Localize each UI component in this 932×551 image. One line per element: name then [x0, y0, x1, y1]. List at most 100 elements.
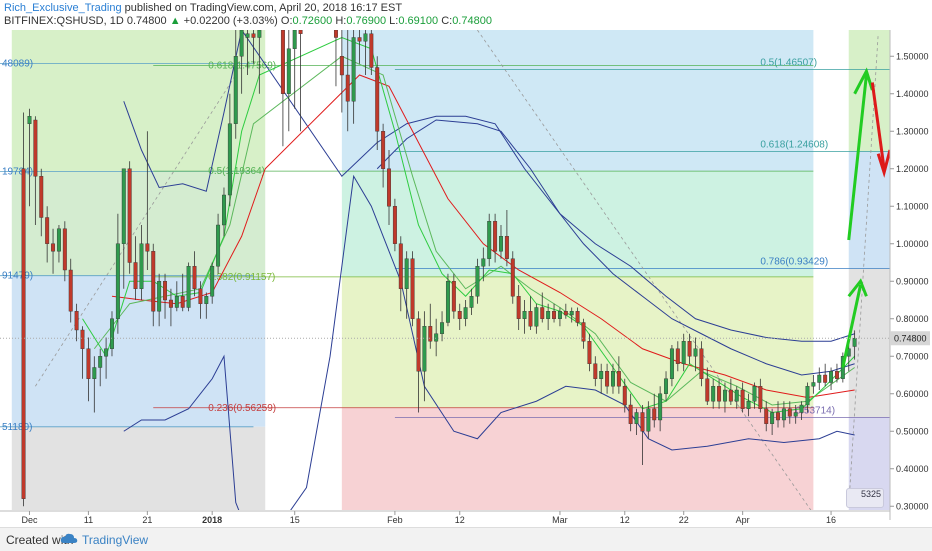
candle-body	[339, 56, 344, 76]
candle-body	[445, 281, 450, 323]
candle-body	[56, 228, 61, 252]
candle-body	[646, 408, 651, 432]
fib-left-label: 91479)	[2, 271, 33, 282]
candle-body	[115, 243, 120, 319]
candle-body	[776, 412, 780, 421]
y-tick-label: 1.10000	[896, 201, 929, 211]
candle-body	[98, 356, 103, 368]
volume-badge: 5325	[846, 488, 884, 508]
projection-arrowhead-2	[853, 67, 874, 95]
candle-body	[522, 311, 527, 319]
candle-body	[475, 266, 480, 297]
x-tick-label: Feb	[387, 515, 403, 525]
fib-left-zone	[11, 30, 266, 64]
ema-slow-line	[111, 74, 855, 399]
candle-body	[640, 412, 645, 432]
author-link[interactable]: Rich_Exclusive_Trading	[4, 2, 122, 14]
candle-body	[280, 30, 285, 94]
candle-body	[634, 412, 639, 424]
x-tick-label: 16	[826, 515, 836, 525]
candle-body	[110, 318, 114, 349]
candle-body	[528, 311, 533, 327]
high-value: 0.76900	[346, 15, 387, 27]
candle-body	[416, 318, 421, 372]
candle-body	[410, 258, 415, 319]
fib-right-label: 0.618(1.24608)	[760, 139, 828, 150]
candle-body	[357, 37, 362, 42]
candle-body	[611, 371, 615, 387]
candle-body	[605, 371, 610, 387]
candle-body	[151, 251, 156, 312]
candle-body	[664, 378, 668, 394]
candle-body	[251, 33, 256, 38]
candle-body	[546, 311, 551, 319]
candle-body	[563, 311, 568, 316]
projection-arrowhead-3	[876, 149, 890, 178]
candle-body	[62, 228, 67, 271]
change-arrow: ▲	[169, 15, 181, 27]
created-with-text: Created with	[6, 533, 74, 547]
candle-body	[39, 176, 44, 218]
candle-body	[746, 401, 751, 409]
candle-body	[51, 243, 56, 252]
candle-body	[699, 348, 704, 379]
price-chart[interactable]: 48089) 19784) 91479) 51180) 0.618(1.47569) 0.…	[0, 0, 932, 527]
candle-body	[499, 236, 503, 252]
published-text: published on TradingView.com, April 20, …	[124, 2, 403, 14]
bollinger-upper-line	[123, 30, 855, 342]
candle-body	[404, 258, 409, 289]
projection-arrowhead-1	[847, 278, 868, 298]
candle-body	[398, 243, 403, 289]
y-tick-label: 1.40000	[896, 89, 929, 99]
fib-right-label: 0.786(0.93429)	[760, 256, 828, 267]
candle-body	[192, 266, 197, 289]
footer: Created with TradingView	[0, 527, 932, 551]
y-tick-label: 0.70000	[896, 351, 929, 361]
candle-body	[451, 281, 456, 312]
candle-body	[599, 371, 604, 379]
candle-body	[575, 311, 580, 323]
candle-body	[652, 408, 657, 421]
candle-body	[793, 412, 798, 417]
fib-left-label: 48089)	[2, 58, 33, 69]
candle-body	[428, 326, 433, 342]
symbol-label: BITFINEX:QSHUSD, 1D	[4, 15, 124, 27]
fib-left-zone	[11, 63, 266, 172]
candle-body	[829, 371, 834, 383]
x-tick-label: Mar	[552, 515, 568, 525]
last-price: 0.74800	[126, 15, 167, 27]
candle-body	[227, 123, 232, 196]
trend-line-projection	[848, 33, 879, 507]
x-tick-label: Dec	[21, 515, 38, 525]
candle-body	[717, 386, 722, 402]
candle-body	[481, 258, 486, 267]
publish-line: Rich_Exclusive_Trading published on Trad…	[4, 2, 402, 14]
candle-body	[351, 37, 356, 102]
candle-body	[540, 307, 545, 319]
low-label: L:	[389, 15, 399, 27]
candle-body	[68, 269, 73, 312]
fib-mid-label: 0.5(1.19364)	[208, 166, 265, 177]
candle-body	[593, 363, 598, 379]
x-tick-label: 22	[679, 515, 689, 525]
candle-body	[133, 262, 138, 289]
candle-body	[705, 378, 710, 402]
x-tick-label: 11	[84, 515, 93, 525]
candle-body	[734, 389, 739, 402]
candle-body	[21, 168, 26, 499]
candle-body	[658, 393, 663, 421]
y-tick-label: 0.30000	[896, 501, 929, 511]
fib-mid-zone	[341, 407, 814, 510]
fib-left-zone	[11, 275, 266, 427]
tradingview-brand[interactable]: TradingView	[82, 533, 149, 547]
candle-body	[587, 341, 592, 364]
candle-body	[92, 367, 97, 379]
x-tick-label: Apr	[736, 515, 750, 525]
candle-body	[770, 412, 775, 424]
candle-body	[157, 281, 162, 312]
symbol-line: BITFINEX:QSHUSD, 1D 0.74800 ▲ +0.02200 (…	[4, 15, 492, 27]
candle-body	[375, 67, 380, 132]
plot-area: 48089) 19784) 91479) 51180) 0.618(1.47569) 0.…	[0, 30, 890, 510]
fib-left-zone	[11, 426, 266, 510]
candle-body	[569, 311, 574, 316]
